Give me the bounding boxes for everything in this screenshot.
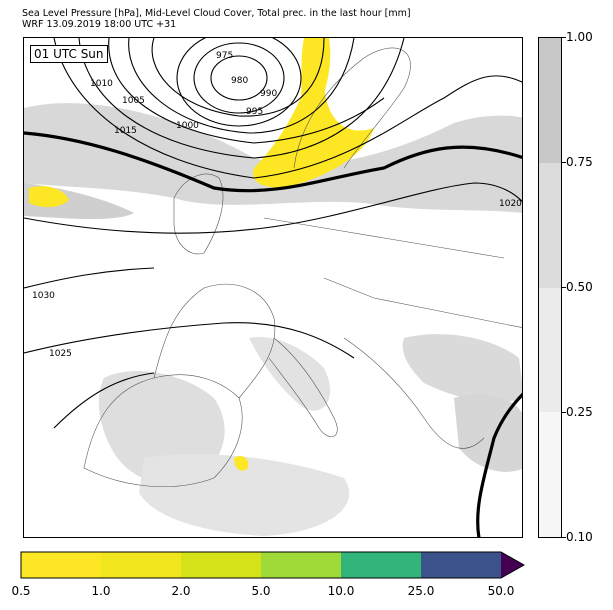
cloud-tick-mark [562, 37, 566, 38]
isobar-label-1005: 1005 [122, 96, 145, 106]
precip-tick-label: 2.0 [171, 584, 191, 598]
isobar-1020-south [53, 372, 155, 429]
cloud-tick-mark [562, 287, 566, 288]
cloud-colorbar-segment-1 [539, 38, 561, 163]
cloud-tick-mark [562, 412, 566, 413]
cloud-band-north [24, 103, 522, 213]
cloud-tick-label: 0.25 [566, 405, 593, 419]
isobar-layer [24, 38, 522, 537]
precip-tick-label: 5.0 [251, 584, 271, 598]
cloud-patch-italy [249, 337, 331, 411]
precip-segment-5 [341, 552, 421, 578]
precip-segment-2 [101, 552, 181, 578]
precip-segment-4 [261, 552, 341, 578]
coastline-balkans [343, 337, 485, 449]
precip-extend-arrow [501, 552, 524, 578]
precip-tick-label: 50.0 [487, 584, 515, 598]
border-central-europe [263, 217, 505, 259]
isobar-995 [128, 38, 355, 134]
precip-tick-label: 10.0 [327, 584, 355, 598]
map-title-line2: WRF 13.09.2019 18:00 UTC +31 [22, 19, 177, 30]
isobar-label-1020: 1020 [499, 199, 522, 209]
coastline-italy [268, 337, 338, 437]
valid-time-label: 01 UTC Sun [30, 45, 108, 63]
isobar-1020 [24, 182, 522, 234]
isobar-labels: 975 980 990 995 1000 1005 1010 1015 1020… [32, 51, 522, 359]
isobar-1015-east [476, 392, 522, 537]
cloud-patch-aegean [454, 394, 522, 472]
isobar-980 [193, 42, 285, 114]
cloud-colorbar-segment-3 [539, 287, 561, 413]
precip-colorbar-outline [20, 551, 525, 579]
cloud-colorbar-segment-2 [539, 162, 561, 288]
isobar-label-1030: 1030 [32, 291, 55, 301]
isobar-label-980: 980 [231, 76, 248, 86]
cloud-tick-label: 0.75 [566, 155, 593, 169]
cloud-tick-label: 1.00 [566, 30, 593, 44]
isobar-label-1025: 1025 [49, 349, 72, 359]
isobar-985 [176, 38, 302, 127]
map-canvas: 975 980 990 995 1000 1005 1010 1015 1020… [24, 38, 522, 537]
isobar-1025 [24, 322, 355, 359]
weather-map: 975 980 990 995 1000 1005 1010 1015 1020… [23, 37, 523, 538]
isobar-1010 [53, 38, 522, 179]
isobar-1015 [24, 131, 522, 193]
isobar-label-975: 975 [216, 51, 233, 61]
border-east-europe [323, 277, 522, 328]
isobar-label-1000: 1000 [176, 121, 199, 131]
coastlines-borders [83, 47, 522, 487]
precip-segment-1 [21, 552, 101, 578]
isobar-label-995: 995 [246, 107, 263, 117]
cloud-tick-label: 0.10 [566, 530, 593, 544]
precip-patch-med [234, 456, 249, 471]
precip-patch-atlantic [29, 186, 69, 208]
cloud-colorbar-segment-4 [539, 412, 561, 537]
isobar-990 [151, 38, 325, 117]
isobar-label-1015: 1015 [114, 126, 137, 136]
coastline-britain [173, 173, 224, 255]
cloud-patch-balkans [402, 334, 522, 403]
precip-segment-3 [181, 552, 261, 578]
precip-colorbar [20, 551, 525, 579]
cloud-cover-colorbar [538, 37, 562, 538]
precip-tick-label: 0.5 [11, 584, 31, 598]
isobar-label-990: 990 [260, 89, 277, 99]
cloud-tick-mark [562, 537, 566, 538]
isobar-975 [210, 55, 268, 101]
precip-segment-6 [421, 552, 501, 578]
isobar-1000 [108, 38, 385, 144]
cloud-tick-mark [562, 162, 566, 163]
isobar-1005 [78, 38, 405, 159]
map-title-line1: Sea Level Pressure [hPa], Mid-Level Clou… [22, 8, 411, 19]
isobar-1030 [24, 267, 155, 289]
precip-tick-label: 25.0 [407, 584, 435, 598]
coastline-scandinavia [293, 47, 411, 169]
cloud-tick-label: 0.50 [566, 280, 593, 294]
cloud-patch-north-africa [139, 454, 350, 536]
isobar-label-1010: 1010 [90, 79, 113, 89]
precip-tick-label: 1.0 [91, 584, 111, 598]
